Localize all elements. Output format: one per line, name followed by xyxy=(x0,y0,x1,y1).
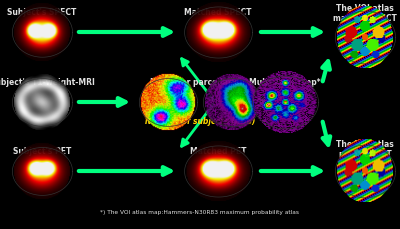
Text: Multi-atlas map*: Multi-atlas map* xyxy=(249,78,321,87)
Text: The VOI atlas
mao* of PET: The VOI atlas mao* of PET xyxy=(336,139,394,159)
Text: Subject's SPECT: Subject's SPECT xyxy=(7,8,77,17)
Text: Subject's PET: Subject's PET xyxy=(13,146,71,155)
Text: Matched SPECT: Matched SPECT xyxy=(184,8,252,17)
Text: MRI after parcellation: MRI after parcellation xyxy=(150,78,244,87)
Text: Subject's T1-weight-MRI: Subject's T1-weight-MRI xyxy=(0,78,94,87)
Text: *) The VOI atlas map:Hammers-N30R83 maximum probability atlas: *) The VOI atlas map:Hammers-N30R83 maxi… xyxy=(100,209,300,214)
Text: The VOI atlas
map* of SPECT: The VOI atlas map* of SPECT xyxy=(333,4,397,23)
Text: Number of subjects (n=8): Number of subjects (n=8) xyxy=(145,117,255,125)
Text: Matched PET: Matched PET xyxy=(190,146,246,155)
